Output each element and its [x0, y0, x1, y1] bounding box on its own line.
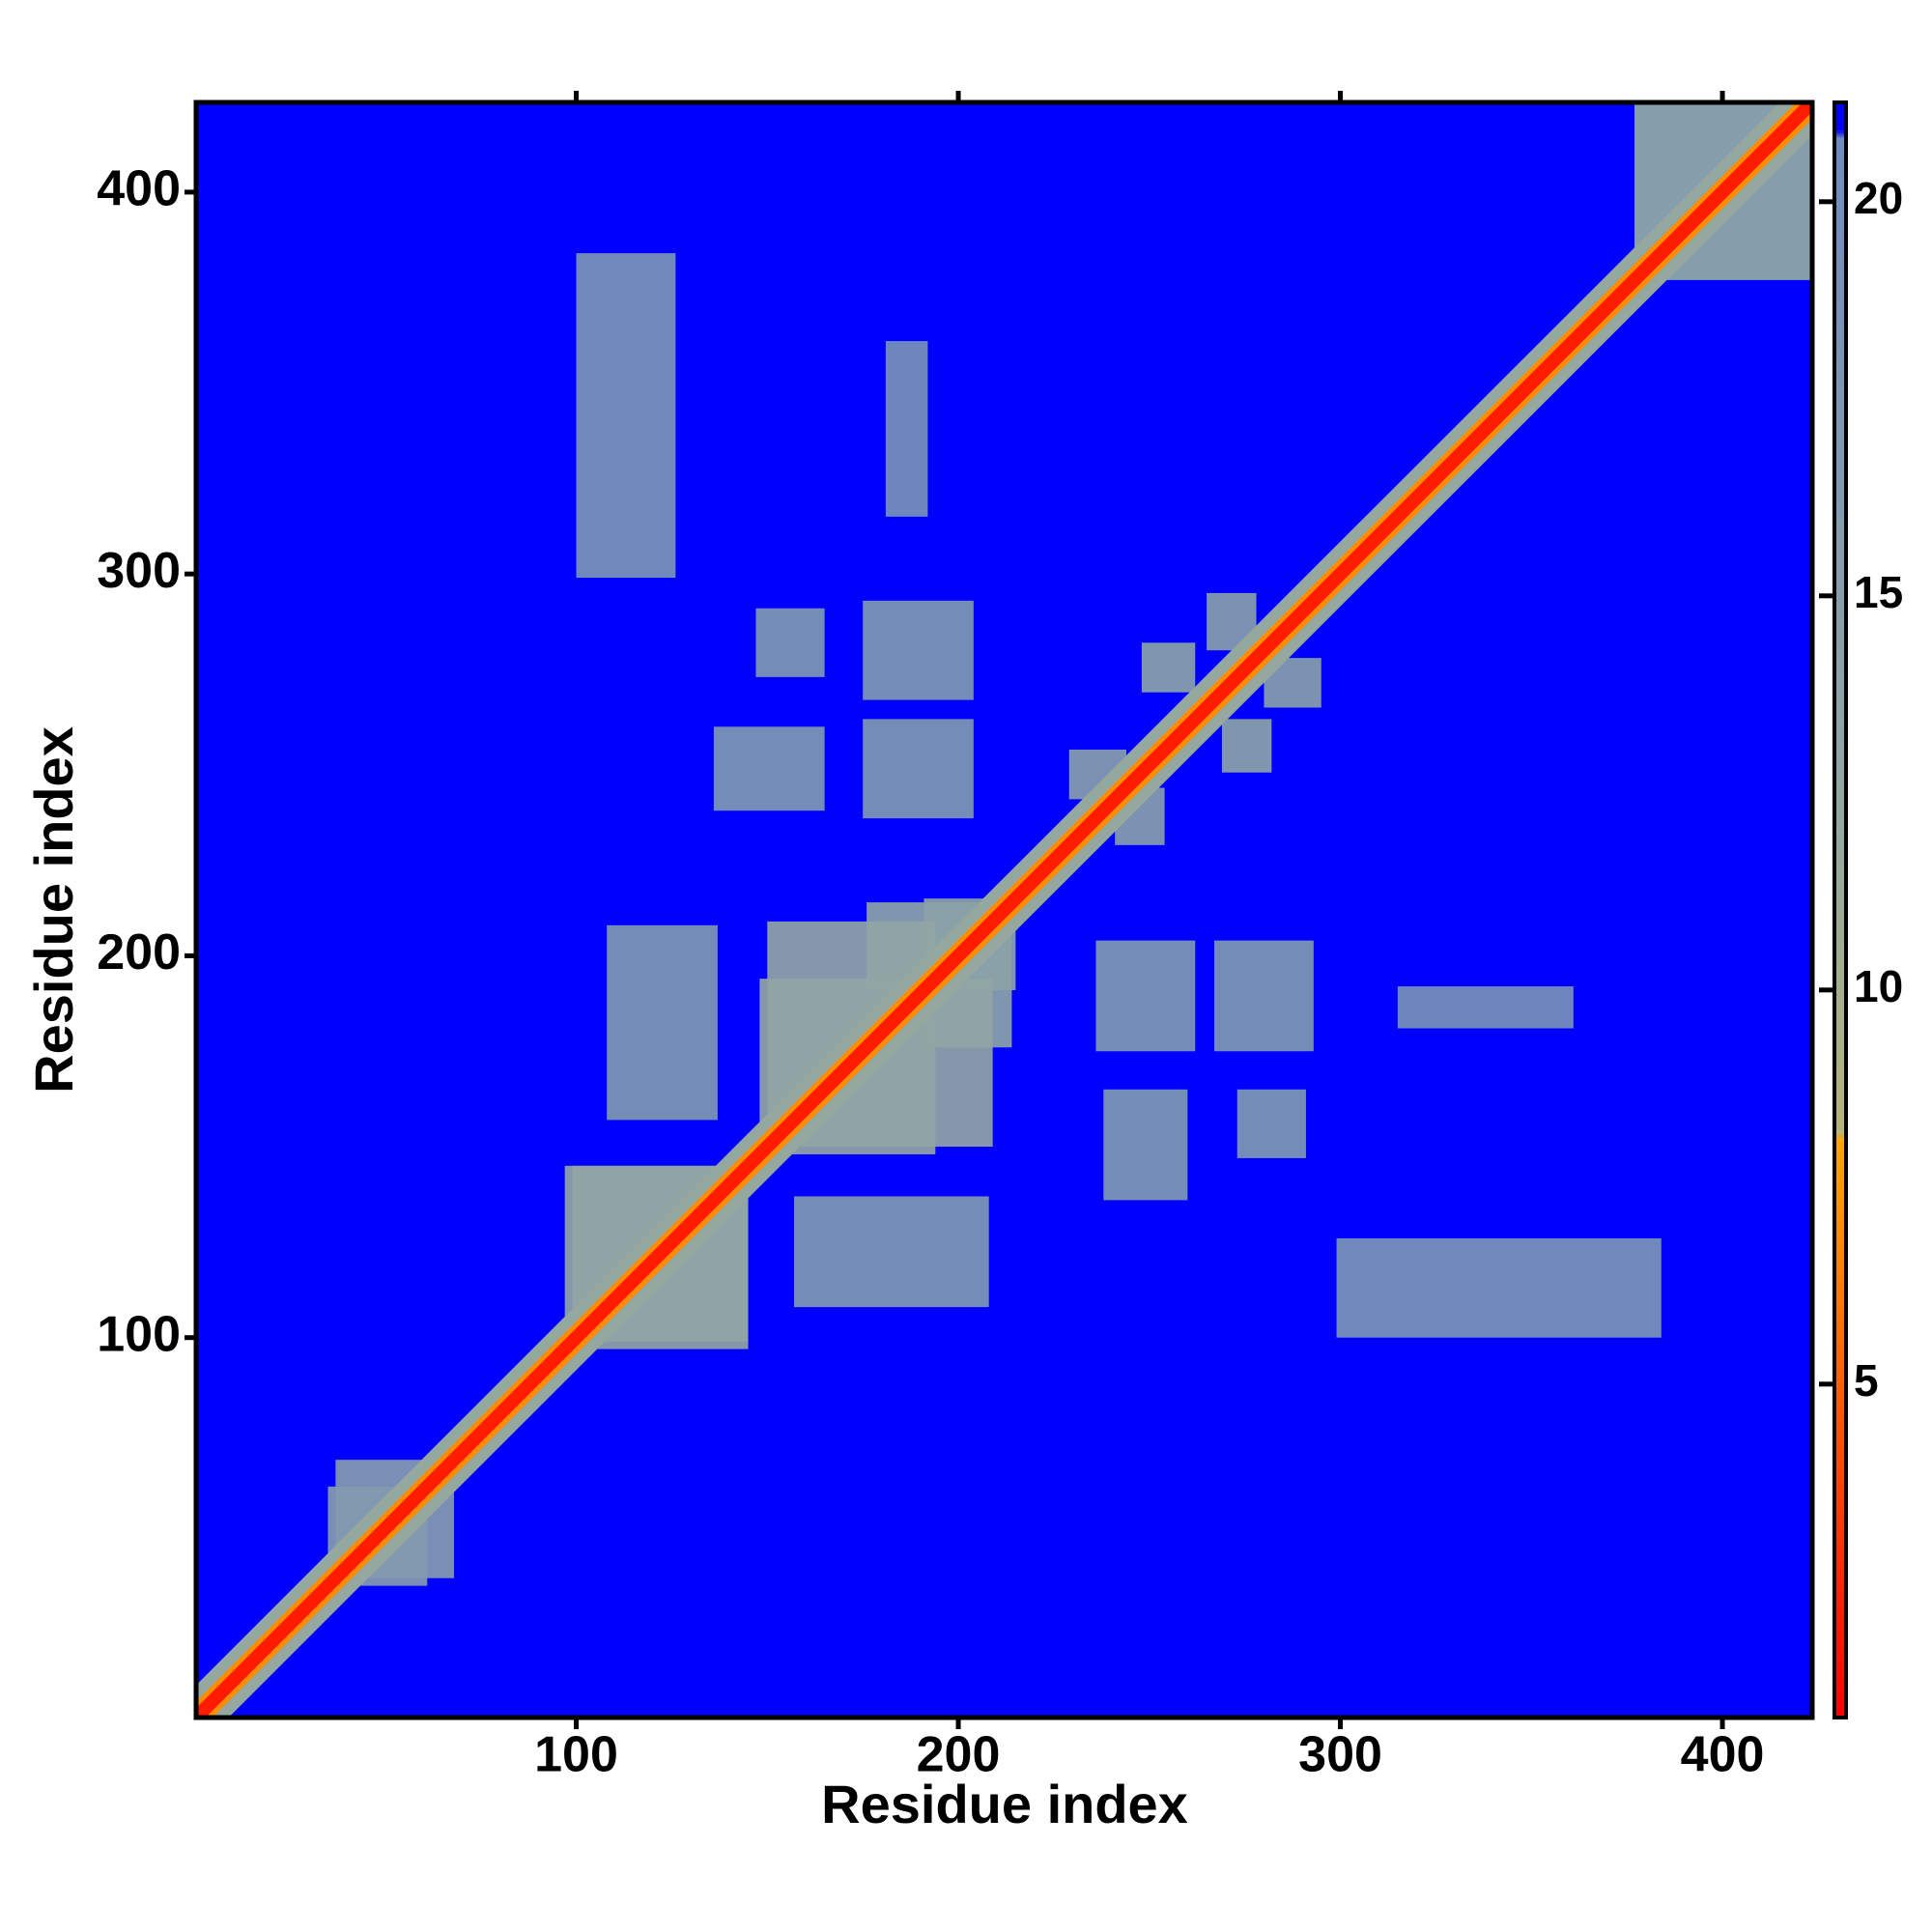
heatmap-region	[1103, 1089, 1188, 1201]
heatmap-region	[1095, 940, 1196, 1052]
colorbar-tick-label: 15	[1854, 567, 1903, 617]
y-tick-label: 400	[97, 161, 181, 217]
heatmap-region-mirror	[863, 600, 974, 700]
y-tick-label: 200	[97, 924, 181, 980]
colorbar-segment	[1834, 102, 1846, 131]
x-axis-title: Residue index	[821, 1774, 1188, 1834]
heatmap-region	[1336, 1237, 1662, 1338]
heatmap-region-mirror	[1141, 642, 1196, 693]
heatmap-region	[1221, 719, 1272, 773]
y-axis-title: Residue index	[23, 726, 84, 1094]
heatmap-region-mirror	[607, 924, 718, 1121]
colorbar-frame	[1833, 100, 1848, 1719]
colorbar-tick-label: 5	[1854, 1355, 1879, 1406]
plot-area	[196, 102, 1812, 1718]
heatmap-region-mirror	[885, 341, 928, 517]
colorbar-tick-label: 20	[1854, 173, 1903, 223]
colorbar-segment	[1834, 1131, 1846, 1140]
colorbar-segment	[1834, 832, 1846, 1132]
x-tick-label: 100	[534, 1727, 618, 1783]
x-tick-label: 400	[1681, 1727, 1765, 1783]
axes: 100 200 300 400 100 200 300 400 5 10 15 20	[97, 91, 1903, 1783]
colorbar-segment	[1834, 1139, 1846, 1718]
y-tick-label: 300	[97, 543, 181, 599]
plot-frame	[193, 99, 1815, 1720]
heatmap-region-mirror	[863, 719, 974, 819]
heatmap-region-mirror	[755, 608, 825, 677]
heatmap-region-mirror	[576, 253, 676, 579]
heatmap-region-mirror	[713, 726, 825, 811]
heatmap-region	[1214, 940, 1314, 1052]
colorbar-tick-label: 10	[1854, 961, 1903, 1011]
x-tick-label: 300	[1298, 1727, 1382, 1783]
colorbar-segment	[1834, 130, 1846, 139]
diagonal-band	[196, 102, 1812, 1718]
heatmap-region	[1397, 986, 1574, 1029]
y-tick-label: 100	[97, 1306, 181, 1362]
colorbar-segment	[1834, 138, 1846, 833]
x-tick-label: 200	[917, 1727, 1001, 1783]
heatmap-region	[1236, 1089, 1306, 1158]
heatmap-region	[793, 1196, 989, 1308]
